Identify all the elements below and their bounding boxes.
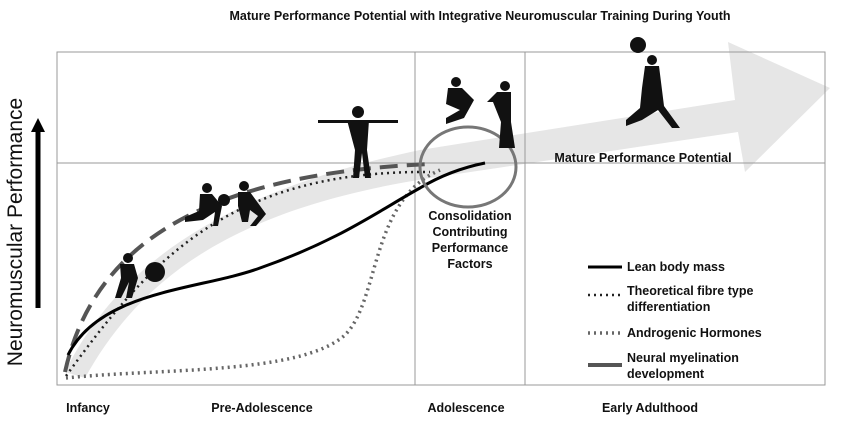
legend: Lean body mass Theoretical fibre type di… — [588, 260, 762, 381]
frame — [56, 51, 826, 386]
progression-arrow — [65, 42, 830, 378]
consolidation-circle — [418, 125, 518, 209]
mature-annotation: Mature Performance Potential — [554, 151, 731, 165]
consolidation-annotation: Performance — [432, 241, 508, 255]
lean-body-mass-curve — [66, 161, 486, 356]
legend-label: Lean body mass — [627, 260, 725, 274]
neural-myelination-curve — [63, 162, 431, 373]
consolidation-annotation: Factors — [447, 257, 492, 271]
stage-label: Pre-Adolescence — [211, 401, 312, 415]
stage-label: Early Adulthood — [602, 401, 698, 415]
legend-label: development — [627, 367, 705, 381]
y-axis-label: Neuromuscular Performance — [4, 98, 27, 366]
legend-label: Theoretical fibre type — [627, 284, 753, 298]
legend-label: differentiation — [627, 300, 710, 314]
consolidation-annotation: Contributing — [433, 225, 508, 239]
title: Mature Performance Potential with Integr… — [229, 9, 730, 23]
consolidation-annotation: Consolidation — [428, 209, 511, 223]
legend-label: Androgenic Hormones — [627, 326, 762, 340]
y-axis-arrowhead — [31, 118, 45, 132]
stage-label: Infancy — [66, 401, 110, 415]
legend-label: Neural myelination — [627, 351, 739, 365]
athlete-icons — [115, 37, 680, 298]
stage-label: Adolescence — [427, 401, 504, 415]
